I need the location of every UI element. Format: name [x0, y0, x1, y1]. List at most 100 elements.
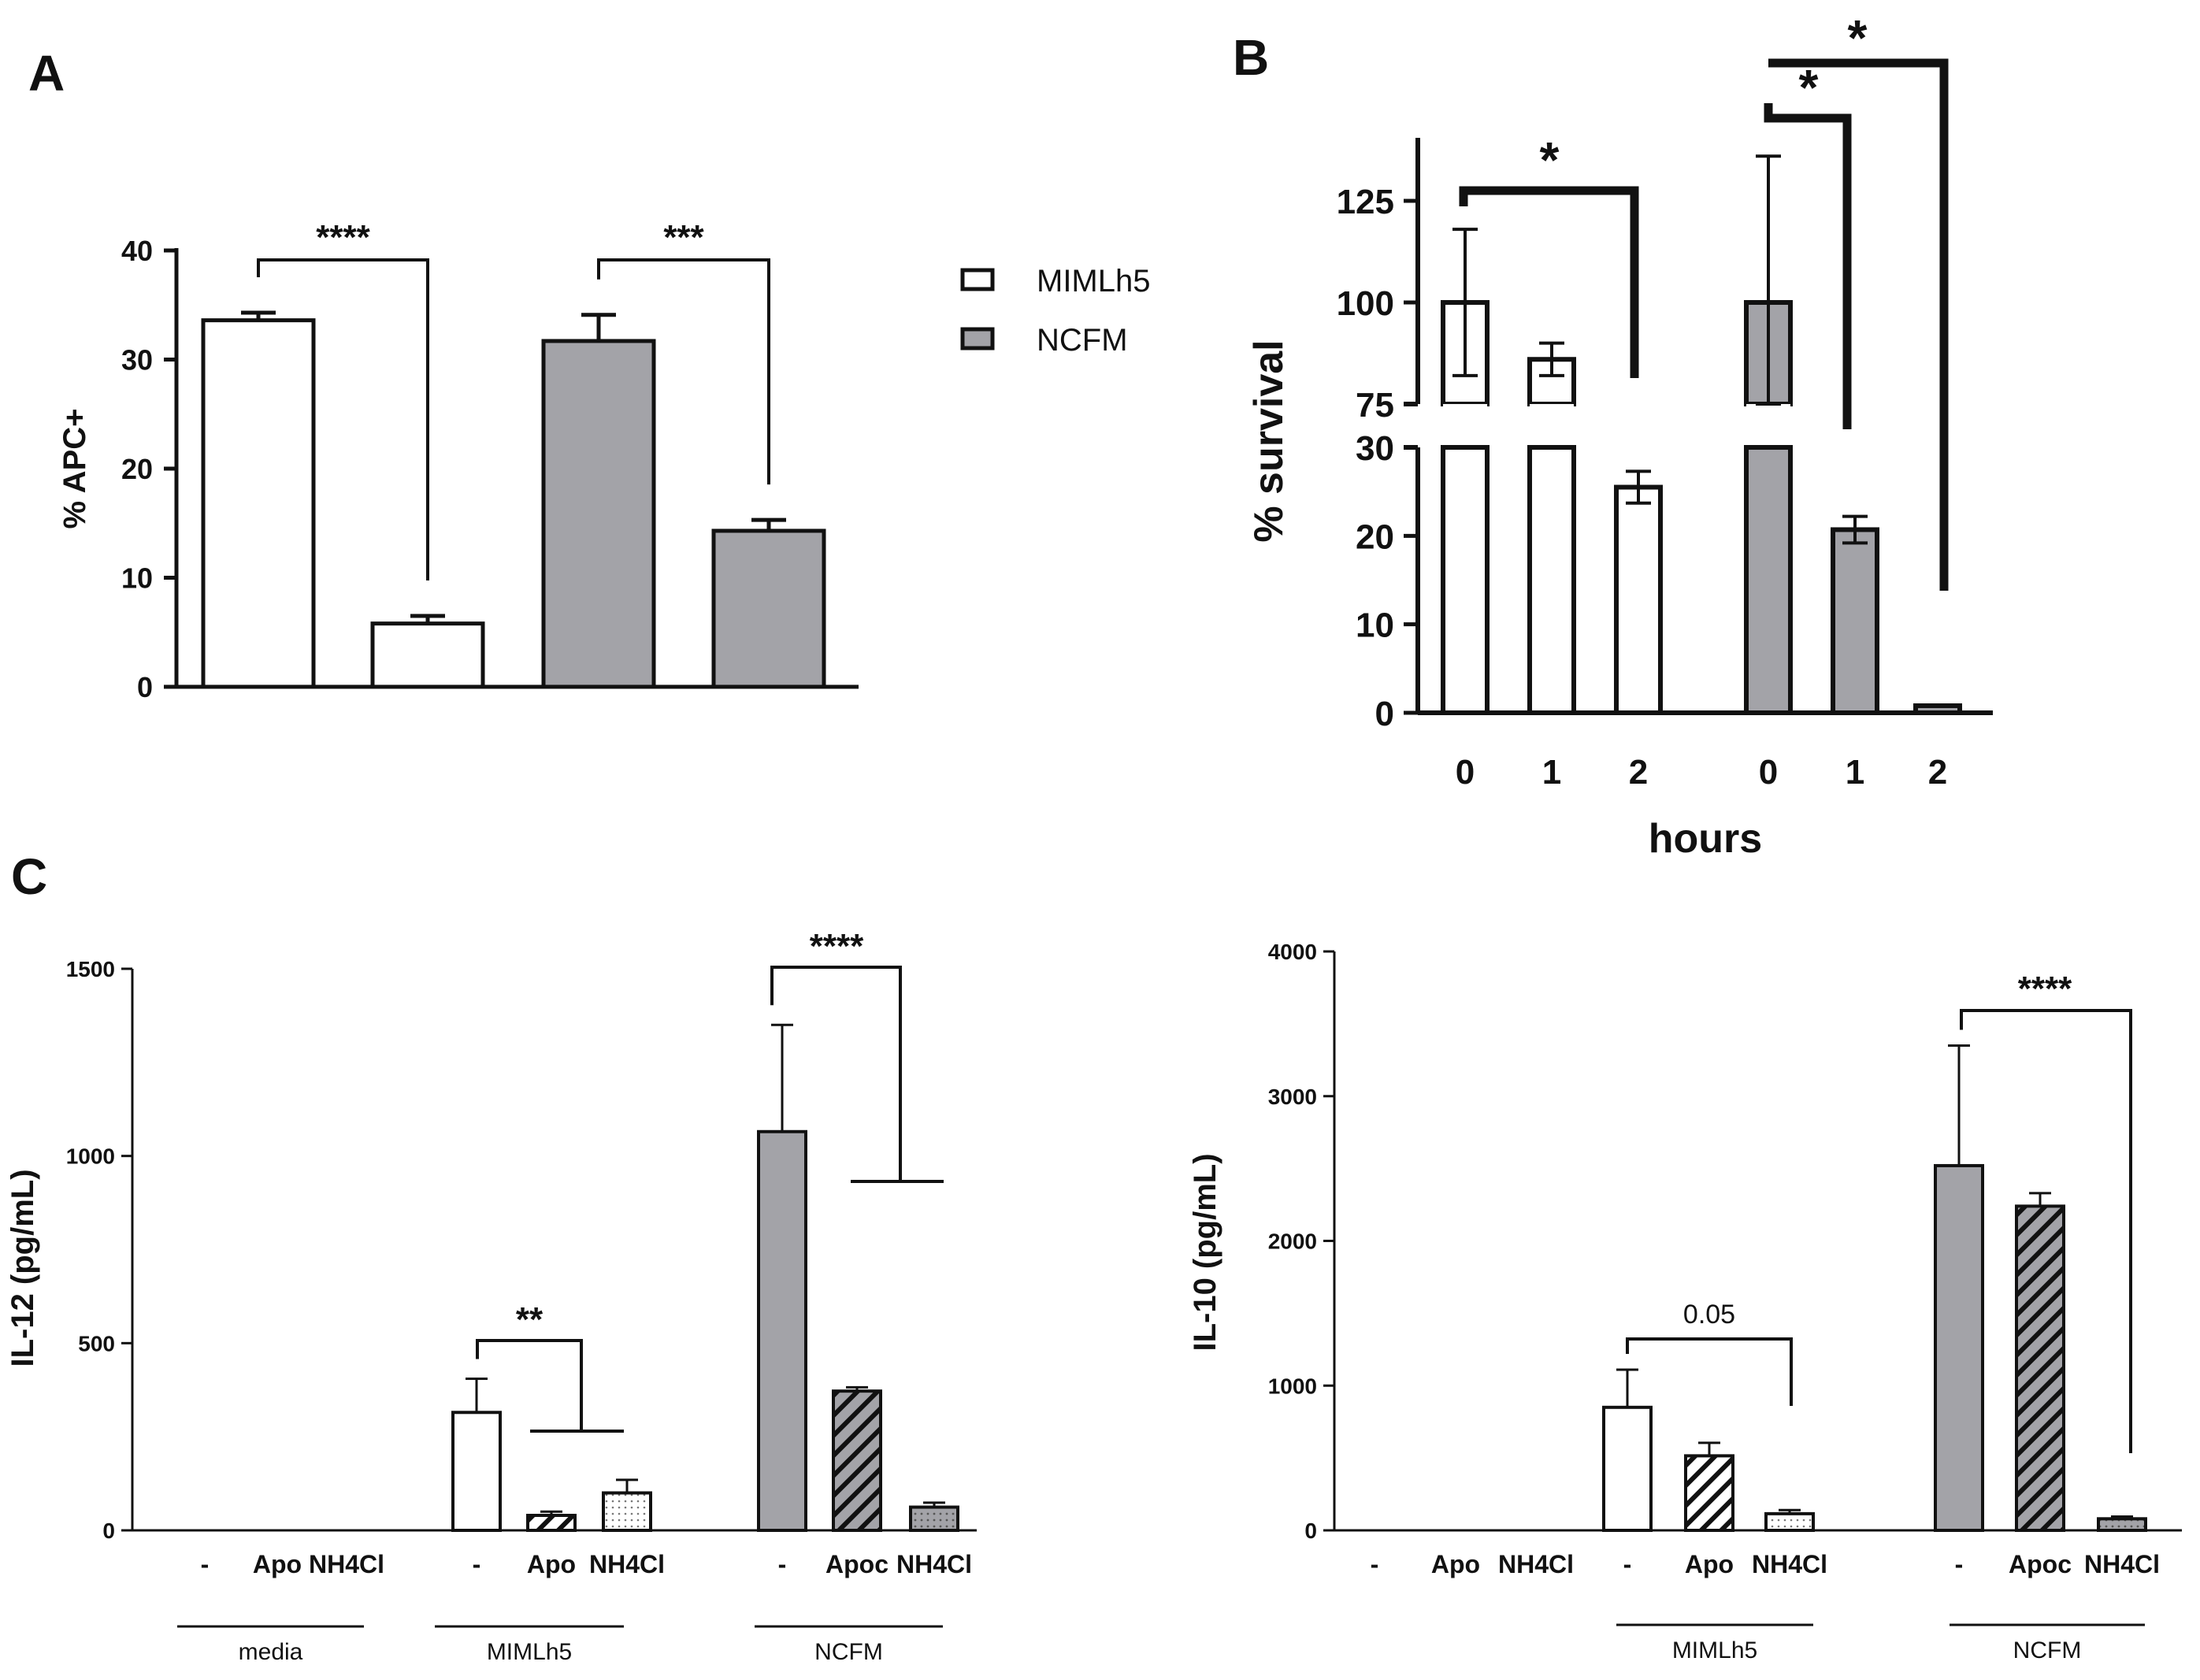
significance-label: *: [1799, 59, 1819, 116]
bar: [602, 1491, 652, 1533]
legend-swatch-mimlh5: [960, 268, 995, 291]
y-axis-label: % survival: [1246, 339, 1292, 542]
x-tick-label: Apo: [527, 1550, 576, 1578]
x-tick-label: Apo: [1431, 1550, 1480, 1578]
legend-swatch-ncfm: [960, 327, 995, 350]
bar: [370, 621, 485, 689]
y-tick-label: 0: [102, 1519, 115, 1543]
group-label: MIMLh5: [487, 1639, 572, 1665]
significance-label: ****: [810, 927, 864, 966]
x-tick-label: -: [1623, 1550, 1632, 1578]
bar: [2015, 1204, 2065, 1533]
bar: [451, 1411, 502, 1533]
x-tick-label: -: [1371, 1550, 1379, 1578]
legend-label-ncfm: NCFM: [1037, 323, 1128, 358]
y-axis-label: IL-12 (pg/mL): [6, 1169, 40, 1367]
bar: [1764, 1511, 1815, 1533]
bar: [909, 1505, 959, 1532]
y-tick-label: 125: [1337, 183, 1394, 221]
y-tick-label: 0: [1304, 1519, 1317, 1543]
y-tick-label: 100: [1337, 284, 1394, 323]
bar: [2097, 1517, 2147, 1533]
bar: [1913, 703, 1962, 715]
bar: [832, 1389, 882, 1533]
chart-c-il10: 0 1000 2000 3000 4000 IL-10 (pg/mL) - Apo NH4Cl -…: [1188, 940, 2182, 1663]
panel-label-b: B: [1233, 29, 1269, 86]
x-tick-label: 0: [1456, 753, 1475, 792]
bar: [526, 1513, 577, 1533]
significance-bracket: [1960, 1009, 2132, 1453]
x-tick-label: -: [473, 1550, 481, 1578]
bar: [1934, 1163, 1984, 1532]
panel-label-a: A: [28, 45, 65, 102]
significance-bracket: [770, 966, 944, 1183]
y-axis-label: % APC+: [58, 408, 92, 528]
bar: [757, 1129, 807, 1533]
x-tick-label: NH4Cl: [309, 1550, 384, 1578]
bar: [711, 528, 826, 689]
bar-lower: [1527, 445, 1576, 715]
y-tick-label: 500: [78, 1331, 115, 1355]
y-tick-label: 10: [121, 562, 153, 595]
x-tick-label: 2: [1928, 753, 1947, 792]
group-label: media: [239, 1639, 303, 1665]
x-tick-label: Apo: [1685, 1550, 1734, 1578]
y-tick-label: 20: [121, 453, 153, 485]
y-tick-label: 1000: [1268, 1374, 1317, 1398]
significance-label: ****: [316, 218, 370, 257]
x-tick-label: NH4Cl: [2084, 1550, 2160, 1578]
legend: MIMLh5 NCFM: [960, 264, 1151, 358]
x-tick-label: Apoc: [825, 1550, 889, 1578]
x-tick-label: 1: [1846, 753, 1864, 792]
significance-bracket: [1768, 58, 1949, 591]
y-tick-label: 30: [121, 344, 153, 376]
x-axis-label: hours: [1649, 816, 1762, 862]
significance-bracket: [597, 258, 770, 485]
x-tick-label: NH4Cl: [1498, 1550, 1574, 1578]
significance-label: *: [1848, 9, 1868, 66]
y-tick-label: 20: [1356, 517, 1394, 556]
significance-label: **: [516, 1300, 544, 1339]
x-tick-label: NH4Cl: [589, 1550, 665, 1578]
significance-label: 0.05: [1683, 1300, 1735, 1330]
x-tick-label: 1: [1542, 753, 1561, 792]
group-label: MIMLh5: [1672, 1637, 1757, 1663]
significance-bracket: [257, 258, 429, 580]
y-axis-label: IL-10 (pg/mL): [1188, 1153, 1222, 1351]
bar-lower: [1441, 445, 1490, 715]
bar: [1684, 1454, 1734, 1533]
group-label: NCFM: [814, 1639, 883, 1665]
x-tick-label: -: [201, 1550, 210, 1578]
bar: [1831, 527, 1879, 715]
significance-bracket: [1764, 103, 1852, 429]
group-label: NCFM: [2013, 1637, 2082, 1663]
bar: [1602, 1405, 1653, 1532]
y-tick-label: 75: [1356, 386, 1394, 425]
significance-bracket: [1459, 186, 1639, 378]
y-tick-label: 1000: [66, 1144, 115, 1169]
y-tick-label: 1500: [66, 957, 115, 981]
x-tick-label: NH4Cl: [896, 1550, 972, 1578]
significance-label: ***: [663, 218, 704, 257]
x-tick-label: Apo: [253, 1550, 302, 1578]
y-tick-label: 0: [1375, 695, 1394, 733]
bar: [541, 339, 656, 689]
bar: [201, 318, 316, 689]
legend-label-mimlh5: MIMLh5: [1037, 264, 1151, 299]
x-tick-label: Apoc: [2009, 1550, 2072, 1578]
y-tick-label: 4000: [1268, 940, 1317, 964]
x-tick-label: 2: [1629, 753, 1648, 792]
y-tick-label: 3000: [1268, 1085, 1317, 1109]
bar: [1614, 484, 1663, 715]
significance-label: *: [1540, 132, 1560, 188]
y-tick-label: 40: [121, 235, 153, 267]
significance-bracket: [1626, 1337, 1793, 1406]
x-tick-label: -: [1955, 1550, 1964, 1578]
y-tick-label: 2000: [1268, 1229, 1317, 1254]
x-tick-label: -: [778, 1550, 787, 1578]
y-tick-label: 10: [1356, 606, 1394, 645]
